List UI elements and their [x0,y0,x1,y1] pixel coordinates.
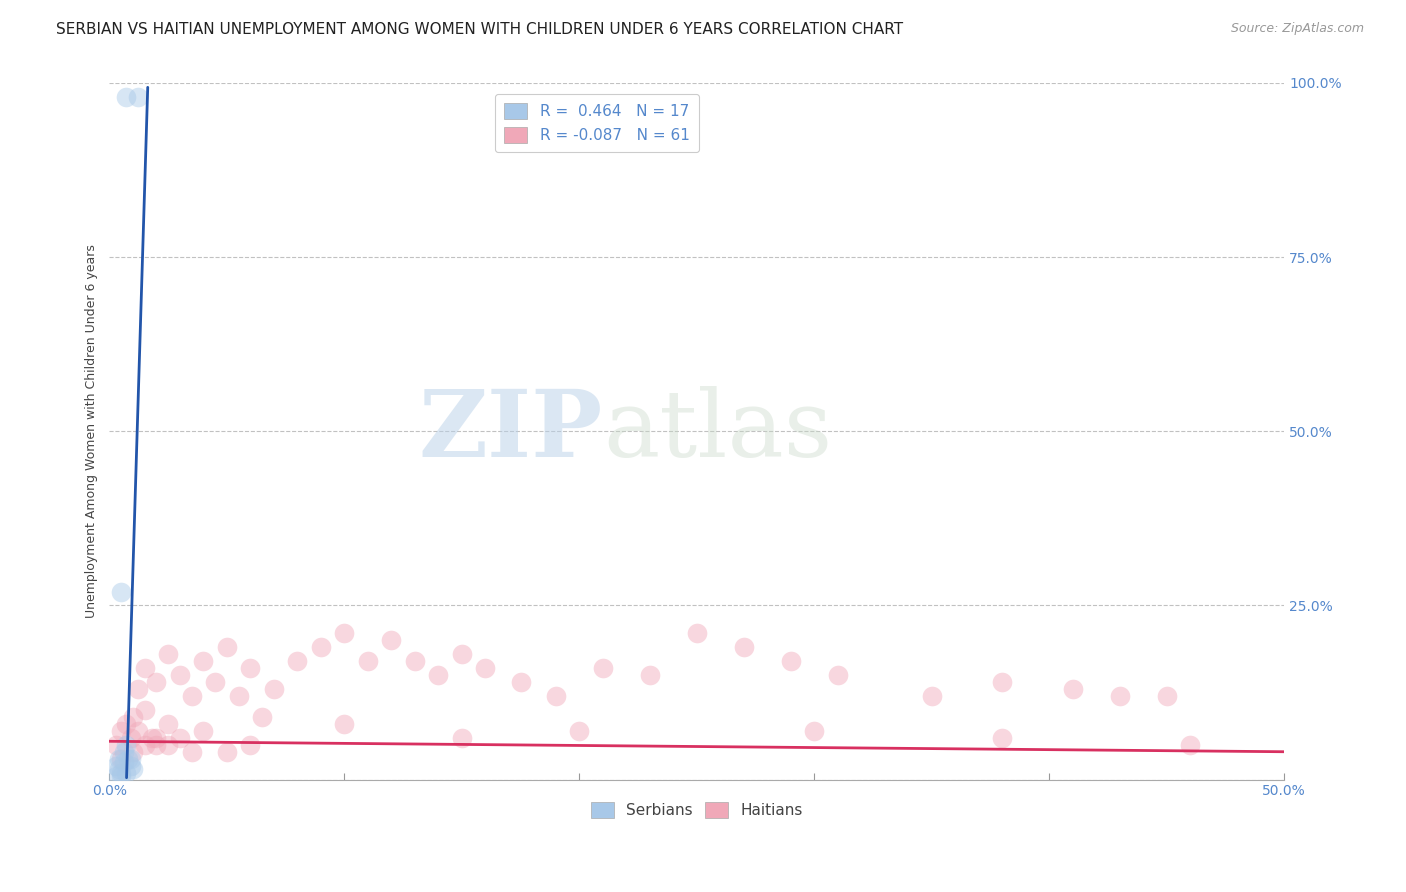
Point [105,758,128,772]
Y-axis label: Unemployment Among Women with Children Under 6 years: Unemployment Among Women with Children U… [86,244,98,618]
Point [357,654,380,668]
Point [228,689,250,703]
Point [215,745,238,759]
Point [404,654,426,668]
Point [568,723,591,738]
Point [127,723,149,738]
Point [110,752,132,766]
Point [544,689,567,703]
Legend: Serbians, Haitians: Serbians, Haitians [585,796,808,824]
Point [120,731,142,745]
Text: Source: ZipAtlas.com: Source: ZipAtlas.com [1230,22,1364,36]
Point [127,90,149,104]
Point [592,661,614,675]
Point [169,731,191,745]
Text: ZIP: ZIP [419,386,603,476]
Point [239,738,262,752]
Point [193,723,215,738]
Point [145,731,167,745]
Point [115,717,138,731]
Point [117,752,139,766]
Point [333,626,356,640]
Point [193,654,215,668]
Point [733,640,755,655]
Point [827,668,849,682]
Point [112,745,135,759]
Point [921,689,943,703]
Point [110,723,132,738]
Point [115,738,138,752]
Point [110,769,132,783]
Point [110,584,132,599]
Point [263,681,285,696]
Point [157,717,180,731]
Point [1108,689,1130,703]
Point [474,661,496,675]
Point [134,703,156,717]
Point [108,762,131,776]
Point [509,675,531,690]
Point [991,675,1014,690]
Point [638,668,661,682]
Text: atlas: atlas [603,386,832,476]
Point [120,752,142,766]
Point [112,755,135,769]
Point [105,738,128,752]
Point [380,633,402,648]
Point [157,738,180,752]
Point [127,681,149,696]
Point [215,640,238,655]
Point [180,745,202,759]
Point [134,738,156,752]
Point [991,731,1014,745]
Point [427,668,450,682]
Point [239,661,262,675]
Point [1156,689,1178,703]
Point [145,738,167,752]
Point [309,640,332,655]
Point [122,762,145,776]
Point [110,765,132,780]
Point [1180,738,1202,752]
Point [145,675,167,690]
Point [141,731,163,745]
Point [134,661,156,675]
Point [1062,681,1084,696]
Point [169,668,191,682]
Point [686,626,709,640]
Point [451,731,474,745]
Point [779,654,801,668]
Point [451,647,474,661]
Point [803,723,825,738]
Point [105,769,128,783]
Point [115,765,138,780]
Point [108,752,131,766]
Point [115,90,138,104]
Point [122,710,145,724]
Text: SERBIAN VS HAITIAN UNEMPLOYMENT AMONG WOMEN WITH CHILDREN UNDER 6 YEARS CORRELAT: SERBIAN VS HAITIAN UNEMPLOYMENT AMONG WO… [56,22,904,37]
Point [250,710,273,724]
Point [122,745,145,759]
Point [180,689,202,703]
Point [204,675,226,690]
Point [157,647,180,661]
Point [287,654,309,668]
Point [333,717,356,731]
Point [120,758,142,772]
